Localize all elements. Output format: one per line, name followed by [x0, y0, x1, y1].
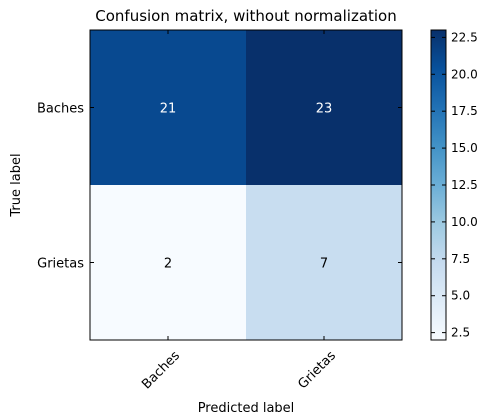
colorbar-ticks: 2.5 5.0 7.5 10.0 12.5 15.0 17.5 20.0 22.5	[431, 30, 478, 340]
x-tick-label: Baches	[139, 348, 183, 392]
heatmap-cell	[246, 30, 402, 185]
y-tick-label: Baches	[37, 102, 84, 117]
chart-title: Confusion matrix, without normalization	[95, 7, 397, 25]
heatmap-cells	[90, 30, 402, 340]
y-tick-label: Grietas	[37, 257, 84, 272]
colorbar-tick-label: 10.0	[451, 215, 478, 229]
heatmap-cell	[246, 185, 402, 340]
plot-frame	[89, 29, 403, 341]
colorbar-tick-label: 12.5	[451, 178, 478, 192]
colorbar-tick-label: 20.0	[451, 67, 478, 81]
heatmap-cell-labels: 21 23 2 7	[160, 102, 333, 272]
cell-value-label: 2	[164, 257, 172, 272]
cell-value-label: 21	[160, 102, 177, 117]
cell-value-label: 23	[316, 102, 333, 117]
x-tick-label: Grietas	[295, 348, 339, 392]
y-axis-label: True label	[9, 153, 24, 217]
colorbar-tick-label: 7.5	[451, 252, 470, 266]
colorbar-tick-label: 2.5	[451, 326, 470, 340]
heatmap-cell	[90, 185, 246, 340]
cell-value-label: 7	[320, 257, 328, 272]
colorbar-tick-label: 22.5	[451, 30, 478, 44]
heatmap-cell	[90, 30, 246, 185]
colorbar-tick-label: 15.0	[451, 141, 478, 155]
colorbar-tick-label: 17.5	[451, 104, 478, 118]
colorbar-tick-label: 5.0	[451, 289, 470, 303]
y-axis-ticks: Baches Grietas	[37, 102, 402, 272]
x-axis-label: Predicted label	[198, 401, 295, 416]
